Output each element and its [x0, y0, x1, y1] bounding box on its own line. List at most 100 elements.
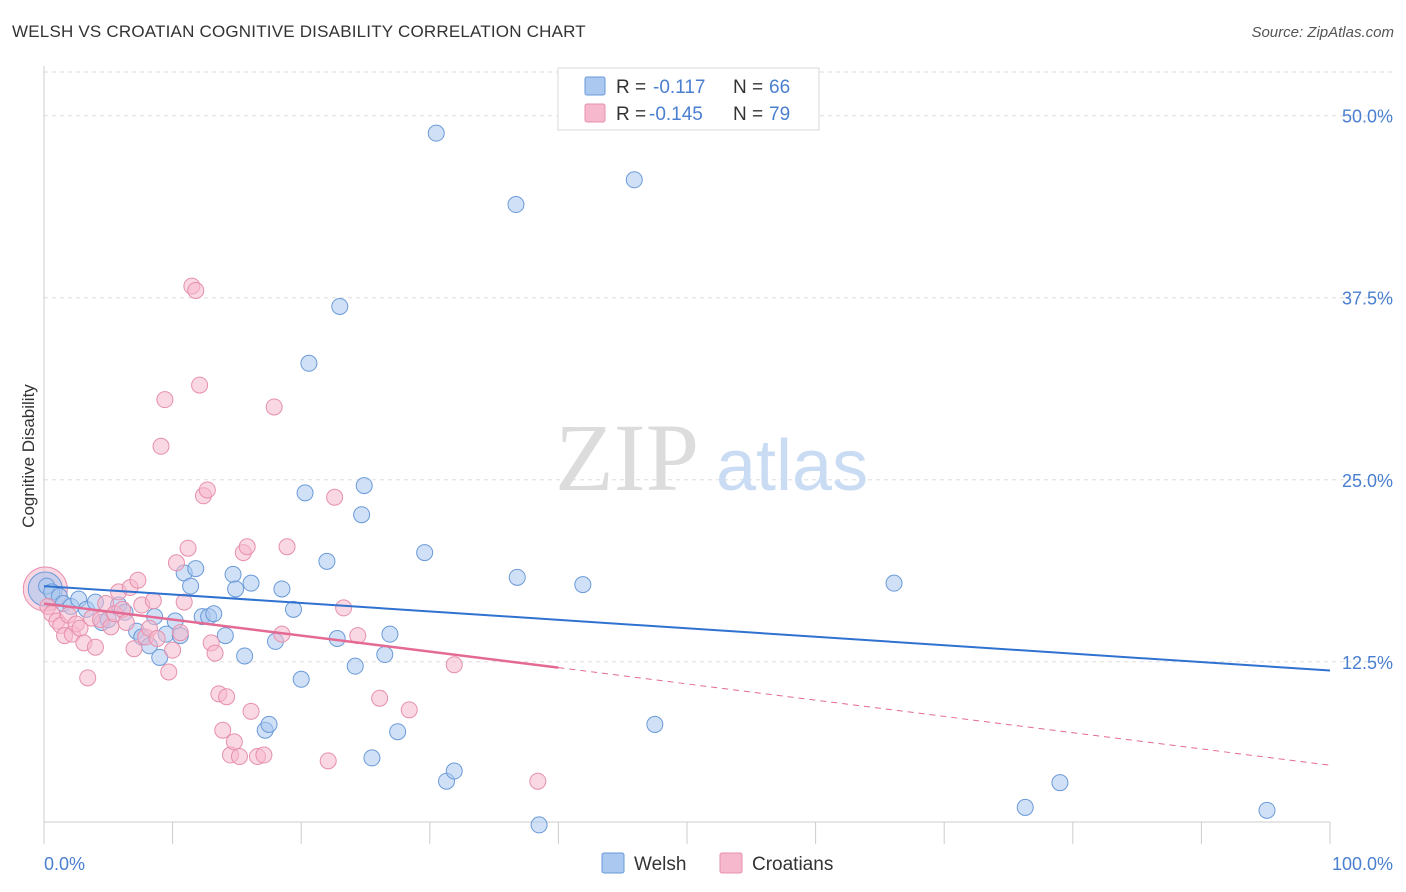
point-welsh-21	[182, 577, 200, 595]
point-welsh-26	[216, 627, 234, 645]
point-welsh-16	[151, 648, 169, 666]
data-points	[22, 124, 1276, 834]
point-croatians-47	[225, 733, 243, 751]
point-croatians-30	[160, 663, 178, 681]
point-croatians-35	[179, 539, 197, 557]
point-croatians-51	[242, 702, 260, 720]
point-croatians-56	[278, 538, 296, 556]
point-welsh-27	[224, 565, 242, 583]
x-tick-label-0: 0.0%	[44, 854, 85, 874]
point-croatians-62	[400, 701, 418, 719]
point-croatians-57	[319, 752, 337, 770]
chart-source: Source: ZipAtlas.com	[1251, 24, 1394, 41]
legend-top: R = -0.117 N = 66 R = -0.145 N = 79	[557, 67, 820, 131]
y-axis-label: Cognitive Disability	[19, 384, 38, 528]
point-croatians-27	[148, 630, 166, 648]
point-croatians-37	[187, 281, 205, 299]
x-tick-label-1: 100.0%	[1332, 854, 1393, 874]
point-croatians-58	[326, 488, 344, 506]
point-croatians-34	[175, 593, 193, 611]
point-croatians-54	[265, 398, 283, 416]
point-welsh-42	[346, 657, 364, 675]
point-croatians-48	[230, 747, 248, 765]
point-croatians-32	[167, 554, 185, 572]
legend-r-label-welsh: R =	[616, 77, 646, 98]
point-welsh-49	[416, 544, 434, 562]
legend-bottom-label-croatians: Croatians	[752, 854, 833, 875]
point-welsh-52	[427, 124, 445, 142]
point-welsh-34	[273, 580, 291, 598]
point-welsh-30	[242, 574, 260, 592]
point-welsh-59	[885, 574, 903, 592]
legend-bottom-label-welsh: Welsh	[634, 854, 686, 875]
point-croatians-29	[156, 391, 174, 409]
legend-n-value-welsh: 66	[769, 77, 790, 98]
legend-r-value-croatians: -0.145	[649, 104, 703, 125]
y-tick-label-2: 37.5%	[1342, 289, 1393, 309]
y-tick-label-1: 25.0%	[1342, 471, 1393, 491]
point-croatians-26	[144, 592, 162, 610]
point-welsh-61	[1051, 774, 1069, 792]
point-croatians-63	[445, 656, 463, 674]
point-welsh-38	[300, 354, 318, 372]
point-croatians-10	[79, 669, 97, 687]
point-welsh-51	[445, 762, 463, 780]
legend-r-label-croatians: R =	[616, 104, 646, 125]
point-croatians-22	[129, 571, 147, 589]
legend-swatch-croatians	[584, 103, 606, 123]
point-croatians-44	[214, 721, 232, 739]
legend-n-label-welsh: N =	[733, 77, 763, 98]
point-croatians-59	[335, 599, 353, 617]
point-croatians-53	[255, 746, 273, 764]
point-welsh-46	[376, 646, 394, 664]
point-welsh-56	[574, 576, 592, 594]
point-welsh-58	[646, 715, 664, 733]
point-welsh-39	[318, 552, 336, 570]
watermark-atlas: atlas	[716, 426, 868, 506]
point-welsh-44	[355, 477, 373, 495]
chart-title: WELSH VS CROATIAN COGNITIVE DISABILITY C…	[12, 22, 586, 41]
point-croatians-40	[198, 481, 216, 499]
point-croatians-45	[218, 688, 236, 706]
legend-n-value-croatians: 79	[769, 104, 790, 125]
legend-bottom-swatch-welsh	[601, 852, 625, 874]
trend-line-welsh	[43, 585, 1331, 672]
point-welsh-60	[1016, 798, 1034, 816]
point-welsh-53	[507, 196, 525, 214]
axes	[43, 66, 1331, 844]
y-tick-label-3: 50.0%	[1342, 107, 1393, 127]
point-croatians-19	[117, 613, 135, 631]
legend-bottom-swatch-croatians	[719, 852, 743, 874]
legend-swatch-welsh	[584, 76, 606, 96]
point-welsh-25	[205, 605, 223, 623]
point-welsh-45	[363, 749, 381, 767]
point-welsh-35	[284, 600, 302, 618]
point-croatians-64	[529, 772, 547, 790]
legend-bottom: Welsh Croatians	[601, 852, 833, 875]
point-croatians-21	[125, 640, 143, 658]
point-welsh-22	[187, 560, 205, 578]
tick-labels: 12.5% 25.0% 37.5% 50.0% 0.0% 100.0%	[44, 107, 1393, 874]
point-croatians-38	[191, 376, 209, 394]
point-welsh-48	[389, 723, 407, 741]
watermark: ZIP atlas	[555, 404, 868, 511]
trend-line-croatians	[43, 602, 559, 669]
point-welsh-43	[353, 506, 371, 524]
trend-line-croatians-extrapolated	[558, 667, 1331, 766]
point-welsh-36	[292, 670, 310, 688]
point-welsh-57	[625, 171, 643, 189]
point-welsh-28	[227, 580, 245, 598]
point-croatians-50	[238, 538, 256, 556]
point-welsh-32	[260, 715, 278, 733]
point-welsh-54	[508, 568, 526, 586]
point-croatians-31	[164, 641, 182, 659]
point-croatians-33	[171, 624, 189, 642]
point-croatians-12	[86, 638, 104, 656]
legend-n-label-croatians: N =	[733, 104, 763, 125]
legend-r-value-welsh: -0.117	[653, 77, 705, 98]
point-croatians-42	[206, 644, 224, 662]
point-welsh-37	[296, 484, 314, 502]
y-tick-label-0: 12.5%	[1342, 653, 1393, 673]
point-croatians-28	[152, 437, 170, 455]
